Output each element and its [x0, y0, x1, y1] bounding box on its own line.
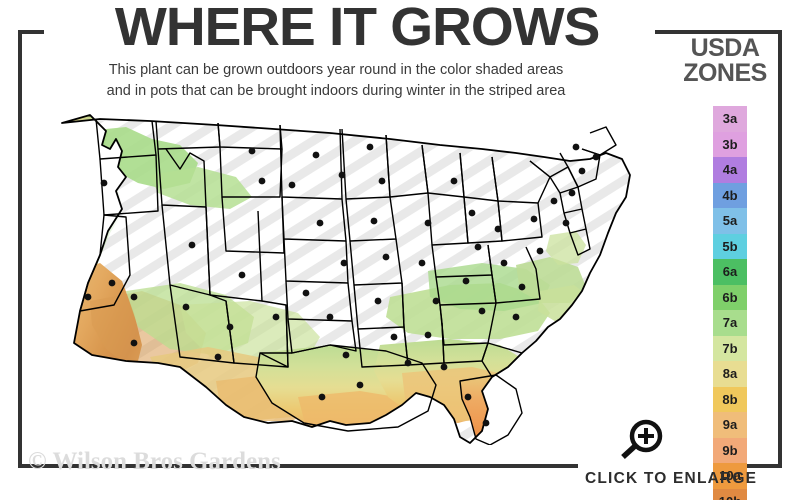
frame-top-left-stub	[18, 30, 44, 34]
frame-left-border	[18, 30, 22, 468]
legend-zone-9b: 9b	[713, 437, 747, 463]
legend-zone-4b: 4b	[713, 182, 747, 208]
legend-zone-3a: 3a	[713, 106, 747, 132]
frame-bottom-left	[18, 464, 578, 468]
legend-zone-6b: 6b	[713, 284, 747, 310]
magnifier-plus-icon[interactable]	[612, 418, 668, 462]
legend-zone-5a: 5a	[713, 208, 747, 234]
legend-zone-8b: 8b	[713, 386, 747, 412]
legend-zone-label: 3a	[722, 111, 738, 127]
watermark: © Wilson Bros Gardens	[28, 448, 281, 475]
legend-zone-label: 10a	[719, 468, 741, 484]
legend-zone-label: 8a	[722, 366, 738, 382]
legend-zone-10a: 10a	[713, 463, 747, 489]
page-title: WHERE IT GROWS	[114, 0, 601, 57]
page-subtitle: This plant can be grown outdoors year ro…	[36, 60, 636, 102]
legend-zone-label: 5b	[722, 238, 738, 254]
legend-title-line-1: USDA	[690, 34, 760, 62]
frame-top-right-stub	[655, 30, 782, 34]
legend-title: USDA ZONES	[660, 36, 790, 86]
legend-zone-label: 4a	[722, 162, 738, 178]
legend-zone-label: 3b	[722, 136, 738, 152]
legend-zone-3b: 3b	[713, 131, 747, 157]
legend-zone-label: 7b	[722, 340, 738, 356]
legend-zone-7a: 7a	[713, 310, 747, 336]
legend-zone-label: 10b	[719, 494, 741, 500]
legend-zone-9a: 9a	[713, 412, 747, 438]
legend-zone-label: 6a	[722, 264, 738, 280]
legend-zone-label: 9b	[722, 442, 738, 458]
legend-zone-label: 6b	[722, 289, 738, 305]
legend-zone-5b: 5b	[713, 233, 747, 259]
legend-zone-4a: 4a	[713, 157, 747, 183]
usda-zone-legend: 3a 3b 4a 4b 5a 5b 6a 6b 7a 7b 8a 8b 9a 9b 10a 10b	[713, 106, 747, 500]
legend-zone-label: 5a	[722, 213, 738, 229]
legend-zone-7b: 7b	[713, 335, 747, 361]
frame-right-border	[778, 30, 782, 468]
legend-zone-8a: 8a	[713, 361, 747, 387]
legend-zone-10b: 10b	[713, 488, 747, 500]
click-to-enlarge-label[interactable]: CLICK TO ENLARGE	[585, 470, 758, 487]
city-dot-group	[84, 143, 600, 427]
legend-title-line-2: ZONES	[683, 59, 767, 87]
subtitle-line-1: This plant can be grown outdoors year ro…	[108, 62, 564, 78]
legend-zone-6a: 6a	[713, 259, 747, 285]
legend-zone-label: 9a	[722, 417, 738, 433]
legend-zone-label: 8b	[722, 391, 738, 407]
usa-hardiness-zone-map[interactable]	[30, 105, 650, 445]
subtitle-line-2: and in pots that can be brought indoors …	[106, 83, 566, 99]
frame-bottom-right	[738, 464, 782, 468]
legend-zone-label: 4b	[722, 187, 738, 203]
legend-zone-label: 7a	[722, 315, 738, 331]
